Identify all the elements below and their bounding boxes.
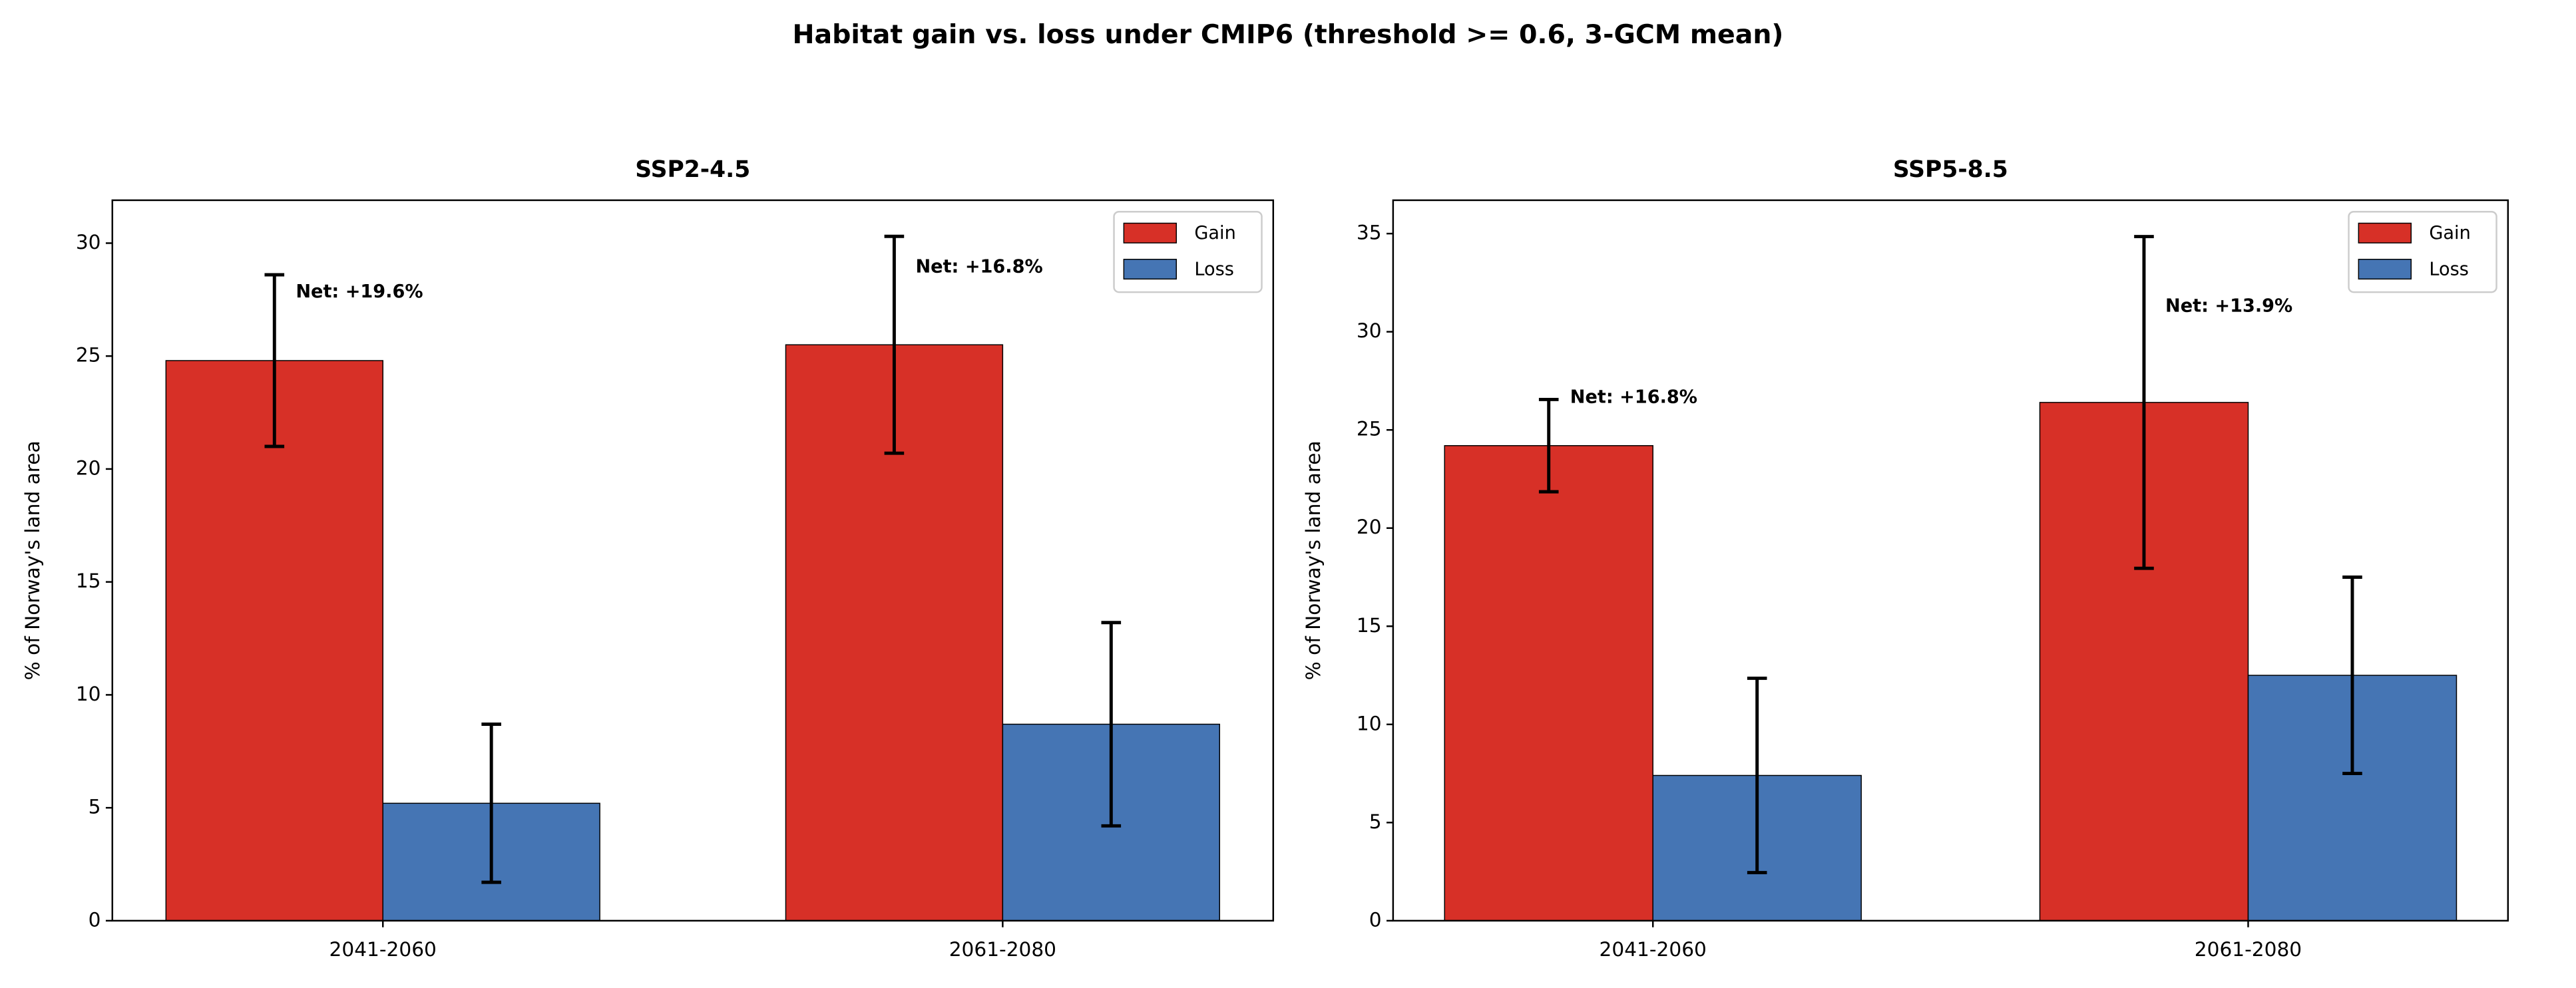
y-tick-label: 5: [1369, 810, 1382, 833]
error-bar: [2342, 576, 2362, 776]
y-tick-label: 20: [1357, 516, 1382, 538]
y-tick-label: 10: [76, 683, 101, 705]
x-tick-label: 2041-2060: [1600, 938, 1707, 961]
y-axis-label: % of Norway's land area: [1302, 440, 1325, 680]
x-tick-label: 2041-2060: [329, 938, 437, 961]
legend-label: Loss: [2429, 259, 2468, 279]
bar: [165, 360, 383, 921]
net-annotation: Net: +16.8%: [915, 257, 1042, 277]
legend-swatch: [2358, 222, 2412, 244]
y-tick-label: 30: [1357, 319, 1382, 342]
y-tick-label: 15: [1357, 614, 1382, 637]
y-tick-label: 35: [1357, 222, 1382, 244]
y-tick-label: 25: [1357, 418, 1382, 440]
net-annotation: Net: +13.9%: [2165, 295, 2292, 316]
y-axis-label: % of Norway's land area: [21, 440, 44, 680]
net-annotation: Net: +19.6%: [296, 281, 423, 302]
y-tick-label: 0: [1369, 908, 1382, 931]
legend-label: Gain: [1194, 223, 1235, 244]
y-tick-label: 10: [1357, 712, 1382, 735]
legend-label: Loss: [1194, 259, 1234, 279]
y-tick-label: 15: [76, 570, 101, 592]
axes-frame: [111, 199, 1275, 922]
figure-title: Habitat gain vs. loss under CMIP6 (thres…: [793, 19, 1784, 50]
x-tick-label: 2061-2080: [2195, 938, 2302, 961]
legend-swatch: [1123, 259, 1177, 280]
axes-frame: [1392, 199, 2509, 922]
subplot-title: SSP2-4.5: [635, 156, 750, 183]
error-bar: [1101, 621, 1122, 828]
y-tick-label: 30: [76, 231, 101, 253]
y-tick-label: 0: [89, 908, 101, 931]
legend-swatch: [2358, 259, 2412, 280]
error-bar: [884, 234, 905, 455]
net-annotation: Net: +16.8%: [1570, 387, 1697, 407]
subplot-title: SSP5-8.5: [1893, 156, 2008, 183]
y-tick-label: 20: [76, 456, 101, 479]
error-bar: [1747, 676, 1767, 875]
error-bar: [481, 723, 501, 884]
bar: [1444, 445, 1653, 921]
y-tick-label: 25: [76, 344, 101, 367]
y-tick-label: 5: [89, 796, 101, 818]
error-bar: [264, 273, 285, 448]
error-bar: [2134, 235, 2154, 570]
legend-label: Gain: [2429, 223, 2470, 244]
legend-swatch: [1123, 222, 1177, 244]
error-bar: [1538, 397, 1559, 494]
x-tick-label: 2061-2080: [949, 938, 1056, 961]
